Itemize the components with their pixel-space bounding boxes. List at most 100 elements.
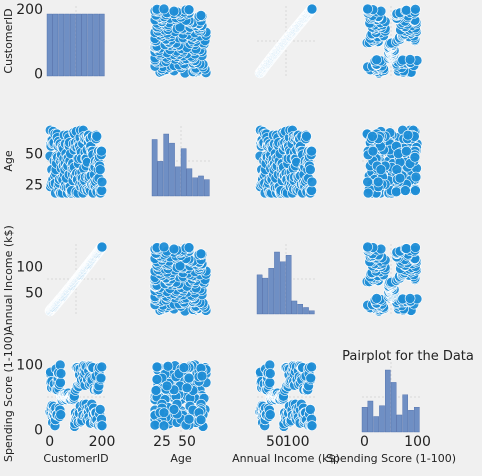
histogram-bar	[297, 304, 304, 315]
histogram-bar	[361, 407, 368, 433]
histogram-bar	[98, 13, 105, 77]
scatter-point	[162, 361, 174, 372]
scatter-point	[195, 10, 207, 21]
scatter-point	[362, 176, 373, 188]
scatter-point	[402, 129, 414, 141]
scatter-point	[400, 185, 411, 196]
y-axis-label: Age	[2, 150, 15, 172]
scatter-point	[55, 409, 67, 420]
scatter-point	[409, 152, 421, 163]
scatter-point	[367, 145, 379, 157]
y-tick-label: 25	[25, 177, 43, 193]
scatter-point	[168, 404, 180, 415]
histogram-bar	[186, 168, 193, 197]
histogram-bar	[268, 268, 275, 315]
x-axis-label: Annual Income (k$)	[232, 452, 340, 465]
scatter-point	[94, 164, 106, 175]
scatter-point	[158, 3, 170, 15]
scatter-point	[410, 242, 421, 253]
scatter-point	[178, 362, 190, 373]
histogram-bar	[280, 261, 286, 315]
scatter-point	[410, 4, 421, 15]
histogram-bar	[52, 13, 59, 77]
x-axis-label: CustomerID	[43, 452, 108, 465]
histogram-bar	[93, 13, 99, 77]
scatter-point	[404, 293, 416, 304]
scatter-point	[183, 242, 195, 253]
scatter-point	[183, 413, 195, 425]
scatter-point	[158, 241, 170, 253]
scatter-point	[394, 172, 406, 184]
scatter-point	[195, 414, 207, 426]
scatter-point	[375, 164, 387, 175]
x-tick-label: 50	[178, 434, 196, 450]
histogram-bar	[379, 405, 385, 433]
scatter-point	[404, 54, 416, 65]
histogram-bar	[192, 177, 199, 197]
y-tick-label: 200	[16, 2, 43, 18]
scatter-point	[410, 171, 422, 183]
scatter-point	[362, 241, 373, 253]
chart-title: Pairplot for the Data	[342, 349, 474, 364]
scatter-point	[401, 243, 412, 254]
scatter-point	[168, 243, 180, 255]
scatter-point	[401, 145, 412, 157]
histogram-bar	[157, 161, 164, 197]
histogram-bar	[87, 13, 93, 77]
scatter-point	[371, 54, 382, 66]
histogram-bar	[408, 410, 414, 433]
histogram-bar	[303, 307, 309, 315]
scatter-point	[371, 293, 382, 304]
scatter-point	[306, 3, 318, 15]
scatter-point	[362, 3, 373, 15]
histogram-bar	[385, 369, 391, 433]
y-tick-label: 100	[16, 357, 43, 373]
histogram-bar	[75, 13, 82, 77]
scatter-point	[96, 361, 108, 373]
y-tick-label: 50	[25, 286, 43, 302]
histogram-bar	[198, 175, 204, 197]
scatter-point	[304, 164, 316, 175]
histogram-bar	[163, 133, 170, 197]
y-tick-label: 0	[34, 66, 43, 82]
scatter-point	[367, 131, 378, 142]
scatter-point	[196, 370, 208, 382]
histogram-bar	[402, 394, 409, 433]
scatter-point	[264, 368, 276, 379]
scatter-point	[306, 420, 318, 432]
scatter-point	[401, 4, 412, 16]
histogram-bar	[46, 13, 53, 77]
scatter-point	[158, 420, 170, 432]
histogram-bar	[169, 142, 175, 197]
x-tick-label: 100	[283, 434, 310, 450]
x-axis-label: Age	[170, 452, 192, 465]
scatter-point	[96, 145, 107, 157]
scatter-point	[150, 385, 162, 396]
scatter-point	[410, 185, 421, 196]
histogram-bar	[367, 400, 374, 433]
y-axis-label: Spending Score (1-100)	[2, 332, 15, 462]
histogram-bar	[309, 310, 315, 315]
scatter-point	[181, 382, 193, 394]
scatter-point	[195, 248, 207, 260]
histogram-bar	[390, 382, 397, 433]
scatter-point	[391, 186, 402, 198]
scatter-point	[183, 4, 195, 15]
scatter-point	[149, 419, 161, 431]
scatter-point	[94, 404, 106, 415]
x-tick-label: 50	[266, 434, 284, 450]
x-tick-label: 0	[360, 434, 369, 450]
scatter-point	[372, 176, 384, 188]
scatter-point	[151, 374, 163, 385]
x-axis-label: Spending Score (1-100)	[326, 452, 456, 465]
scatter-point	[96, 420, 108, 432]
histogram-bar	[64, 13, 70, 77]
histogram-bar	[174, 166, 181, 197]
scatter-point	[55, 377, 66, 388]
scatter-point	[158, 407, 170, 418]
scatter-point	[55, 368, 67, 379]
scatter-point	[161, 380, 173, 392]
y-tick-label: 0	[34, 423, 43, 439]
